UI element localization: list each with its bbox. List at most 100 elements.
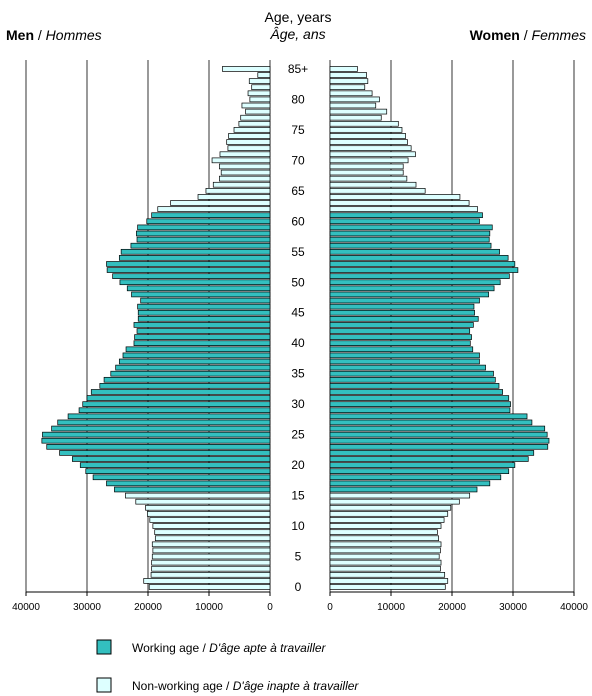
bar-men-age-51 bbox=[112, 273, 271, 279]
bar-women-age-2 bbox=[329, 572, 446, 578]
bar-men-age-63 bbox=[170, 200, 271, 206]
bar-men-age-57 bbox=[136, 236, 271, 243]
bar-men-age-36 bbox=[115, 364, 271, 371]
bar-men-age-5 bbox=[151, 553, 271, 560]
bar-women-age-36 bbox=[329, 364, 486, 371]
bar-women-age-33 bbox=[329, 383, 500, 389]
bar-men-age-53 bbox=[106, 261, 271, 267]
bar-women-age-18 bbox=[329, 474, 502, 481]
bar-women-age-15 bbox=[329, 492, 471, 499]
x-tick-label-men-20000: 20000 bbox=[134, 602, 162, 613]
gridlines bbox=[25, 60, 575, 592]
bar-women-age-84 bbox=[329, 72, 367, 78]
bar-men-age-56 bbox=[130, 242, 271, 249]
x-tick-label-women-40000: 40000 bbox=[560, 602, 588, 613]
bar-men-age-82 bbox=[251, 84, 271, 91]
bar-women-age-66 bbox=[329, 181, 417, 188]
bar-women-age-20 bbox=[329, 462, 516, 468]
x-tick-label-men-0: 0 bbox=[267, 602, 273, 613]
bar-men-age-85+ bbox=[222, 66, 271, 72]
bar-women-age-75 bbox=[329, 127, 403, 133]
bar-women-age-45 bbox=[329, 309, 475, 316]
bar-men-age-65 bbox=[205, 188, 271, 194]
bar-men-age-10 bbox=[152, 523, 271, 529]
bar-men-age-54 bbox=[118, 255, 271, 261]
bar-women-age-81 bbox=[329, 90, 373, 97]
bar-women-age-48 bbox=[329, 291, 489, 298]
bar-women-age-60 bbox=[329, 218, 480, 225]
age-tick-label-0: 0 bbox=[295, 580, 302, 594]
bar-women-age-80 bbox=[329, 96, 380, 103]
bar-women-age-26 bbox=[329, 425, 546, 432]
bar-women-age-40 bbox=[329, 340, 471, 347]
age-tick-label-15: 15 bbox=[291, 489, 305, 503]
bar-men-age-29 bbox=[78, 407, 271, 414]
bar-women-age-39 bbox=[329, 346, 474, 353]
bar-men-age-46 bbox=[137, 303, 271, 310]
bar-women-age-49 bbox=[329, 285, 495, 292]
bar-women-age-6 bbox=[329, 547, 441, 554]
bar-men-age-21 bbox=[72, 456, 271, 462]
x-tick-label-men-30000: 30000 bbox=[73, 602, 101, 613]
bar-women-age-55 bbox=[329, 248, 500, 255]
bar-men-age-77 bbox=[240, 114, 271, 121]
bar-women-age-85+ bbox=[329, 66, 358, 72]
bar-men-age-8 bbox=[154, 535, 271, 542]
bar-men-age-30 bbox=[82, 401, 271, 407]
bar-men-age-12 bbox=[147, 511, 271, 517]
bar-men-age-7 bbox=[151, 541, 271, 548]
bar-men-age-49 bbox=[126, 285, 271, 292]
bar-women-age-21 bbox=[329, 456, 529, 462]
bar-men-age-64 bbox=[197, 194, 271, 200]
bar-men-age-31 bbox=[86, 395, 271, 401]
bar-women-age-69 bbox=[329, 163, 404, 170]
axes bbox=[25, 591, 575, 596]
bar-women-age-37 bbox=[329, 358, 480, 365]
bar-women-age-23 bbox=[329, 444, 549, 450]
bar-men-age-75 bbox=[233, 127, 271, 133]
bar-men-age-32 bbox=[90, 389, 271, 395]
bar-women-age-59 bbox=[329, 224, 493, 231]
bar-women-age-28 bbox=[329, 413, 528, 420]
bar-men-age-47 bbox=[140, 297, 271, 304]
bar-men-age-14 bbox=[135, 498, 271, 505]
bar-women-age-11 bbox=[329, 517, 445, 523]
bar-women-age-30 bbox=[329, 401, 511, 407]
age-tick-label-10: 10 bbox=[291, 519, 305, 533]
bar-women-age-56 bbox=[329, 242, 492, 249]
bar-women-age-51 bbox=[329, 273, 510, 279]
bar-men-age-70 bbox=[211, 157, 271, 164]
bar-women-age-22 bbox=[329, 450, 535, 456]
bar-women-age-52 bbox=[329, 267, 519, 273]
bar-men-age-72 bbox=[227, 145, 271, 151]
bar-men-age-15 bbox=[125, 492, 271, 499]
bar-women-age-64 bbox=[329, 194, 461, 200]
bar-women-age-34 bbox=[329, 376, 496, 383]
bar-women-age-19 bbox=[329, 468, 510, 474]
age-tick-label-25: 25 bbox=[291, 428, 305, 442]
bar-women-age-8 bbox=[329, 535, 439, 542]
bar-men-age-80 bbox=[249, 96, 271, 103]
x-tick-label-women-30000: 30000 bbox=[499, 602, 527, 613]
bar-women-age-44 bbox=[329, 316, 479, 322]
bar-men-age-52 bbox=[106, 267, 271, 273]
bar-men-age-48 bbox=[131, 291, 271, 298]
bar-men-age-27 bbox=[57, 419, 271, 426]
bar-women-age-17 bbox=[329, 480, 491, 487]
bar-women-age-50 bbox=[329, 279, 501, 286]
bar-men-age-20 bbox=[79, 462, 271, 468]
bar-women-age-32 bbox=[329, 389, 503, 395]
age-tick-label-80: 80 bbox=[291, 92, 305, 106]
bar-men-age-1 bbox=[143, 578, 271, 584]
age-tick-labels: 0 5 10 15 20 25 30 35 40 45 50 55 60 65 70 75 80 85+ bbox=[288, 62, 308, 594]
bar-men-age-69 bbox=[219, 163, 271, 170]
bar-men-age-62 bbox=[157, 206, 271, 212]
bar-men-age-58 bbox=[136, 230, 271, 237]
bar-men-age-17 bbox=[106, 480, 271, 487]
bar-women-age-72 bbox=[329, 145, 412, 151]
bar-women-age-58 bbox=[329, 230, 491, 237]
age-tick-label-50: 50 bbox=[291, 275, 305, 289]
bar-women-age-74 bbox=[329, 133, 406, 139]
bar-men-age-67 bbox=[219, 175, 271, 182]
bar-men-age-60 bbox=[146, 218, 271, 225]
